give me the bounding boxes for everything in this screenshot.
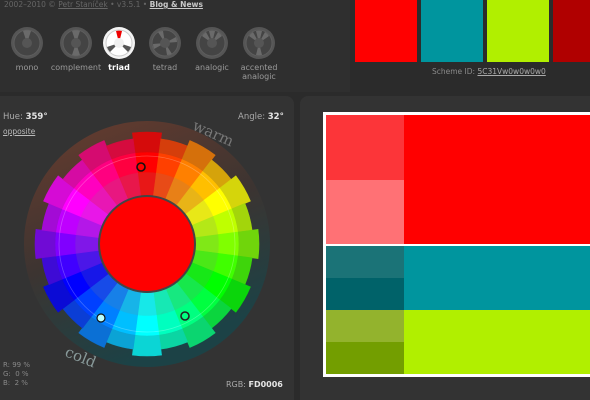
mode-analogic-label: analogic bbox=[195, 63, 229, 72]
mode-accented-analogic-label: accented analogic bbox=[240, 63, 278, 81]
hue-wedge[interactable] bbox=[34, 229, 57, 259]
swatch-teal-darker[interactable] bbox=[326, 278, 404, 310]
swatch-lime-dark[interactable] bbox=[326, 310, 404, 342]
hue-label: Hue: bbox=[3, 112, 23, 122]
scheme-id-label: Scheme ID: bbox=[432, 67, 478, 76]
mode-analogic-button[interactable]: analogic bbox=[180, 26, 244, 90]
hue-wedge[interactable] bbox=[132, 131, 162, 154]
hue-wedge[interactable] bbox=[43, 175, 75, 210]
rgb-hex-label: RGB: bbox=[226, 380, 249, 389]
analogic-icon bbox=[196, 27, 228, 59]
complement-icon bbox=[60, 27, 92, 59]
color-wheel[interactable]: warm cold bbox=[0, 96, 294, 400]
scheme-preview bbox=[323, 112, 590, 377]
version-text: • v3.5.1 • bbox=[107, 0, 150, 9]
hue-wedge[interactable] bbox=[237, 229, 260, 259]
scheme-id: Scheme ID: 5C31Vw0w0w0w0 bbox=[432, 67, 546, 76]
top-swatch-complement[interactable] bbox=[553, 0, 590, 62]
mono-icon bbox=[11, 27, 43, 59]
swatch-red-main[interactable] bbox=[404, 115, 590, 244]
swatch-teal-main[interactable] bbox=[404, 246, 590, 310]
hue-value: 359° bbox=[25, 112, 48, 122]
angle-readout: Angle: 32° bbox=[238, 112, 284, 122]
swatch-lime-main[interactable] bbox=[404, 310, 590, 374]
credits: 2002–2010 © Petr Staníček • v3.5.1 • Blo… bbox=[4, 0, 203, 9]
hue-wedge[interactable] bbox=[219, 278, 251, 313]
swatch-teal-dark[interactable] bbox=[326, 246, 404, 278]
top-swatch-secondary-2[interactable] bbox=[487, 0, 549, 62]
green-percent: G: 0 % bbox=[3, 370, 29, 378]
opposite-link[interactable]: opposite bbox=[3, 127, 36, 136]
mode-complement-label: complement bbox=[50, 63, 102, 72]
hue-wedge[interactable] bbox=[218, 231, 240, 257]
hue-wedge[interactable] bbox=[132, 334, 162, 357]
mode-tetrad-button[interactable]: tetrad bbox=[133, 26, 197, 90]
author-link[interactable]: Petr Staníček bbox=[58, 0, 108, 9]
mode-triad-label: triad bbox=[108, 63, 130, 72]
swatch-red-dark[interactable] bbox=[326, 115, 404, 180]
mode-tetrad-label: tetrad bbox=[152, 63, 178, 72]
inner-guide-ring bbox=[58, 155, 236, 333]
top-bar: 2002–2010 © Petr Staníček • v3.5.1 • Blo… bbox=[0, 0, 350, 92]
top-swatch-strip bbox=[355, 0, 590, 62]
accented-analogic-icon bbox=[243, 27, 275, 59]
rgb-percent-readout: R: 99 % G: 0 % B: 2 % bbox=[3, 361, 30, 388]
center-color-disc bbox=[100, 197, 194, 291]
hue-wedges[interactable] bbox=[34, 131, 260, 357]
triad-icon bbox=[103, 27, 135, 59]
hue-wedge[interactable] bbox=[106, 138, 136, 160]
angle-value: 32° bbox=[267, 112, 284, 122]
red-percent: R: 99 % bbox=[3, 361, 31, 369]
mode-triad-button[interactable]: triad bbox=[87, 26, 151, 90]
primary-hue-handle[interactable] bbox=[136, 162, 146, 172]
rgb-hex-value[interactable]: FD0006 bbox=[248, 380, 283, 389]
top-swatch-primary[interactable] bbox=[355, 0, 417, 62]
swatch-lime-darker[interactable] bbox=[326, 342, 404, 374]
mode-complement-button[interactable]: complement bbox=[44, 26, 108, 90]
scheme-id-link[interactable]: 5C31Vw0w0w0w0 bbox=[477, 67, 546, 76]
hue-wedge[interactable] bbox=[78, 316, 113, 348]
credits-prefix: 2002–2010 © bbox=[4, 0, 59, 9]
mode-mono-label: mono bbox=[15, 63, 39, 72]
rgb-hex-readout: RGB: FD0006 bbox=[226, 380, 283, 389]
hue-wedge[interactable] bbox=[181, 140, 216, 172]
hue-readout: Hue: 359° bbox=[3, 112, 48, 122]
angle-label: Angle: bbox=[238, 112, 266, 122]
swatch-red-light[interactable] bbox=[326, 180, 404, 244]
secondary-hue-handle-2[interactable] bbox=[180, 311, 190, 321]
hue-wedge[interactable] bbox=[78, 140, 113, 172]
hue-wedge[interactable] bbox=[54, 231, 76, 257]
blue-percent: B: 2 % bbox=[3, 379, 28, 387]
hue-wedge[interactable] bbox=[219, 175, 251, 210]
top-swatch-secondary-1[interactable] bbox=[421, 0, 483, 62]
mode-mono-button[interactable]: mono bbox=[0, 26, 59, 90]
secondary-hue-handle-1[interactable] bbox=[96, 313, 106, 323]
hue-wedge[interactable] bbox=[134, 315, 160, 337]
mode-accented-analogic-button[interactable]: accented analogic bbox=[227, 26, 291, 90]
hue-wedge[interactable] bbox=[181, 316, 216, 348]
hue-wedge[interactable] bbox=[43, 278, 75, 313]
tetrad-icon bbox=[149, 27, 181, 59]
blog-news-link[interactable]: Blog & News bbox=[149, 0, 203, 9]
